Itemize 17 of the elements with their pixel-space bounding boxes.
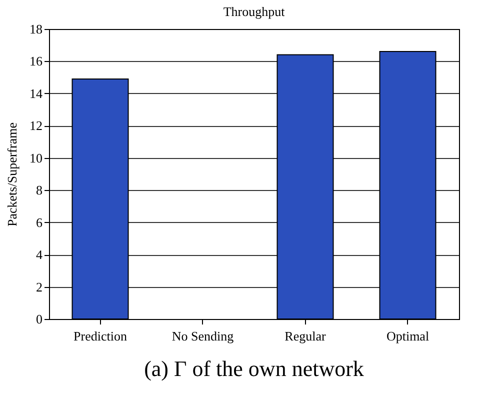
y-tick-label: 18 — [30, 22, 42, 36]
x-tick-label: Regular — [284, 328, 326, 344]
y-tick-label: 8 — [36, 182, 42, 198]
y-tick-label: 12 — [30, 118, 42, 134]
x-tick-label: Optimal — [386, 328, 430, 344]
y-tick-label: 2 — [36, 279, 42, 294]
text: (a) Γ of the own network — [144, 356, 364, 381]
chart-title: Throughput — [223, 4, 286, 19]
y-tick-label: 6 — [36, 214, 43, 230]
y-tick-label: 16 — [30, 54, 43, 69]
y-tick-label: 10 — [30, 150, 42, 166]
y-axis-title: Packets/Superframe — [4, 122, 20, 226]
x-tick-label: Prediction — [74, 328, 128, 344]
y-tick-label: 0 — [36, 312, 42, 326]
y-tick-label: 14 — [30, 86, 43, 101]
x-tick-label: No Sending — [172, 328, 234, 344]
y-tick-label: 4 — [36, 247, 43, 262]
